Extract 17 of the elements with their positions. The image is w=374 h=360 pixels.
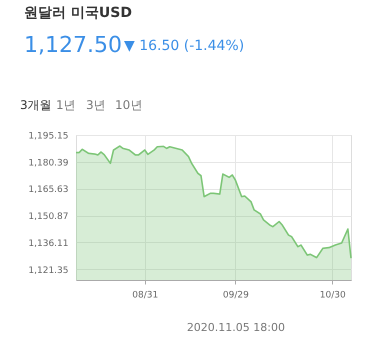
y-tick-label: 1,121.35 xyxy=(28,266,68,276)
x-tick-label: 09/29 xyxy=(222,290,250,300)
y-tick-label: 1,180.39 xyxy=(28,158,69,168)
text: 2020.11.05 18:00 xyxy=(186,321,285,334)
text: 3개월 xyxy=(20,98,52,112)
text: 3년 xyxy=(86,98,106,112)
y-tick-label: 1,165.63 xyxy=(28,185,68,196)
text: ▼ 16.50 (-1.44%) xyxy=(124,38,244,54)
x-tick-label: 08/31 xyxy=(132,290,158,300)
text: 1년 xyxy=(56,98,76,112)
x-tick-label: 10/30 xyxy=(320,290,346,300)
y-tick-label: 1,136.11 xyxy=(28,238,68,249)
text: 1,127.50 xyxy=(24,33,122,58)
text: 10년 xyxy=(115,98,142,112)
chart-title: 원달러 미국USD xyxy=(24,5,132,21)
y-tick-label: 1,195.15 xyxy=(28,132,68,142)
y-tick-label: 1,150.87 xyxy=(28,212,68,222)
